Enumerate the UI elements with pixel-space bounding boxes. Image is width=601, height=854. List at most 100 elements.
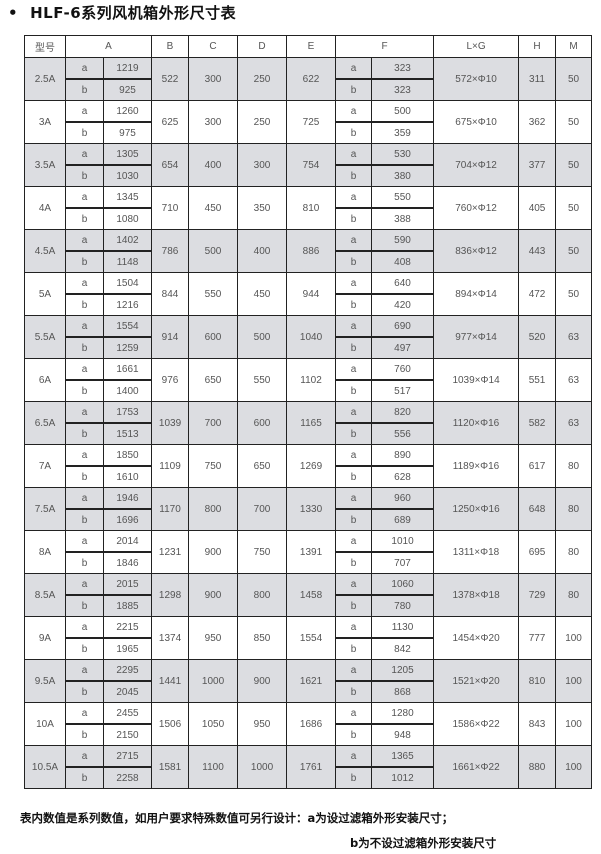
sub-label-b: b: [335, 250, 373, 273]
d-value: 650: [237, 444, 288, 488]
table-row: 5.5A a 1554 914 600 500 1040 a 690 977×Φ14 520 63: [24, 315, 593, 359]
table-row: 3.5A a 1305 654 400 300 754 a 530 704×Φ12 377 50: [24, 143, 593, 187]
sub-label-a: a: [65, 530, 104, 553]
sub-label-a: a: [65, 745, 104, 768]
f-value-b: 842: [371, 637, 435, 660]
bullet-icon: •: [8, 4, 19, 22]
table-row: 4.5A a 1402 786 500 400 886 a 590 836×Φ12 443 50: [24, 229, 593, 273]
c-value: 1000: [188, 659, 239, 703]
m-value: 80: [555, 530, 593, 574]
a-value-b: 1610: [102, 465, 153, 488]
m-value: 50: [555, 57, 593, 101]
model-cell: 9A: [24, 616, 66, 660]
a-value-a: 1219: [102, 57, 153, 80]
lg-value: 1120×Φ16: [433, 401, 520, 445]
m-value: 100: [555, 702, 593, 746]
dimension-table: 型号 A B C D E F L×G H M 2.5A a 1219 522 300 250 622 a 323 57…: [24, 35, 593, 789]
header-b: B: [151, 35, 190, 58]
a-value-b: 925: [102, 78, 153, 101]
h-value: 648: [518, 487, 557, 531]
header-c: C: [188, 35, 239, 58]
e-value: 1554: [286, 616, 337, 660]
b-value: 522: [151, 57, 190, 101]
d-value: 500: [237, 315, 288, 359]
m-value: 63: [555, 315, 593, 359]
d-value: 1000: [237, 745, 288, 789]
table-row: 9.5A a 2295 1441 1000 900 1621 a 1205 1521×Φ20 810…: [24, 659, 593, 703]
b-value: 976: [151, 358, 190, 402]
d-value: 250: [237, 100, 288, 144]
f-value-b: 359: [371, 121, 435, 144]
sub-label-a: a: [65, 573, 104, 596]
a-value-a: 2014: [102, 530, 153, 553]
sub-label-a: a: [335, 358, 373, 381]
sub-label-a: a: [335, 487, 373, 510]
a-value-b: 1216: [102, 293, 153, 316]
b-value: 654: [151, 143, 190, 187]
a-value-b: 2150: [102, 723, 153, 746]
sub-label-b: b: [65, 164, 104, 187]
table-row: 6.5A a 1753 1039 700 600 1165 a 820 1120×Φ16 582 63: [24, 401, 593, 445]
lg-value: 1454×Φ20: [433, 616, 520, 660]
a-value-b: 1885: [102, 594, 153, 617]
a-value-a: 1753: [102, 401, 153, 424]
model-cell: 9.5A: [24, 659, 66, 703]
f-value-b: 380: [371, 164, 435, 187]
model-cell: 6A: [24, 358, 66, 402]
d-value: 600: [237, 401, 288, 445]
sub-label-a: a: [335, 57, 373, 80]
f-value-b: 1012: [371, 766, 435, 789]
table-row: 2.5A a 1219 522 300 250 622 a 323 572×Φ10 311 50: [24, 57, 593, 101]
m-value: 80: [555, 487, 593, 531]
sub-label-b: b: [335, 551, 373, 574]
h-value: 843: [518, 702, 557, 746]
sub-label-a: a: [65, 401, 104, 424]
a-value-b: 975: [102, 121, 153, 144]
header-h: H: [518, 35, 557, 58]
sub-label-a: a: [65, 272, 104, 295]
table-row: b 1259 b 497: [25, 336, 592, 359]
footnote-line-1: 表内数值是系列数值，如用户要求特殊数值可另行设计：a为设过滤箱外形安装尺寸；: [20, 811, 454, 825]
table-row: 6A a 1661 976 650 550 1102 a 760 1039×Φ14 551 63: [24, 358, 593, 402]
a-value-a: 2295: [102, 659, 153, 682]
e-value: 1391: [286, 530, 337, 574]
sub-label-b: b: [335, 293, 373, 316]
sub-label-a: a: [65, 57, 104, 80]
e-value: 1102: [286, 358, 337, 402]
model-cell: 8.5A: [24, 573, 66, 617]
a-value-a: 2015: [102, 573, 153, 596]
sub-label-a: a: [335, 315, 373, 338]
f-value-a: 960: [371, 487, 435, 510]
sub-label-b: b: [65, 594, 104, 617]
a-value-b: 1080: [102, 207, 153, 230]
m-value: 80: [555, 444, 593, 488]
m-value: 50: [555, 229, 593, 273]
table-row: 3A a 1260 625 300 250 725 a 500 675×Φ10 362 50: [24, 100, 593, 144]
sub-label-a: a: [335, 530, 373, 553]
table-row: b 1400 b 517: [25, 379, 592, 402]
h-value: 729: [518, 573, 557, 617]
e-value: 1269: [286, 444, 337, 488]
table-row: 10.5A a 2715 1581 1100 1000 1761 a 1365 1661×Φ22 8…: [24, 745, 593, 789]
table-row: 7.5A a 1946 1170 800 700 1330 a 960 1250×Φ16 648 80: [24, 487, 593, 531]
b-value: 1374: [151, 616, 190, 660]
h-value: 551: [518, 358, 557, 402]
d-value: 750: [237, 530, 288, 574]
f-value-b: 948: [371, 723, 435, 746]
b-value: 1441: [151, 659, 190, 703]
h-value: 405: [518, 186, 557, 230]
a-value-b: 1259: [102, 336, 153, 359]
c-value: 400: [188, 143, 239, 187]
sub-label-b: b: [335, 121, 373, 144]
m-value: 50: [555, 272, 593, 316]
lg-value: 1378×Φ18: [433, 573, 520, 617]
sub-label-b: b: [65, 336, 104, 359]
f-value-a: 890: [371, 444, 435, 467]
c-value: 1050: [188, 702, 239, 746]
sub-label-b: b: [65, 551, 104, 574]
sub-label-a: a: [65, 100, 104, 123]
model-cell: 3A: [24, 100, 66, 144]
h-value: 810: [518, 659, 557, 703]
sub-label-a: a: [65, 702, 104, 725]
sub-label-a: a: [335, 401, 373, 424]
